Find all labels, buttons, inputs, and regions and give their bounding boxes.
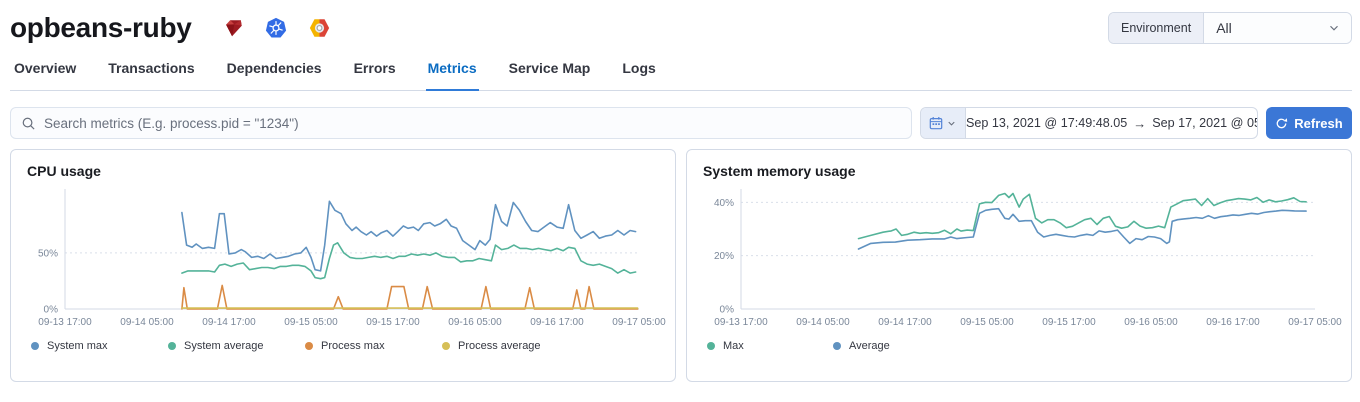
legend-label: Process average [458,340,541,352]
search-input[interactable] [44,115,901,131]
series-system-average [181,241,637,280]
x-axis-tick-label: 09-14 17:00 [202,317,256,328]
environment-select: Environment All [1108,12,1352,44]
memory-usage-panel: System memory usage 0% 20% 40% 09-13 17:00 0… [686,149,1352,382]
legend-label: Max [723,340,744,352]
series-max [857,192,1307,240]
tab-errors[interactable]: Errors [352,58,398,91]
memory-usage-chart[interactable]: 0% 20% 40% 09-13 17:00 09-14 05:00 09-14 17:0… [703,181,1342,331]
page-title: opbeans-ruby [10,12,192,43]
cpu-usage-title: CPU usage [27,163,101,179]
chevron-down-icon [948,121,955,126]
legend-dot [833,342,841,350]
x-axis-tick-label: 09-15 17:00 [366,317,420,328]
y-axis-tick-label: 20% [714,251,734,262]
series-system-max [181,200,637,272]
x-axis-tick-label: 09-13 17:00 [38,317,92,328]
agent-icons [222,17,331,39]
legend-item-system-average[interactable]: System average [168,340,305,352]
date-range-picker: Sep 13, 2021 @ 17:49:48.05 → Sep 17, 202… [920,107,1258,139]
series-average [857,207,1307,250]
x-axis-tick-label: 09-15 05:00 [960,317,1014,328]
date-range-start: Sep 13, 2021 @ 17:49:48.05 [966,116,1128,130]
environment-label: Environment [1109,13,1205,43]
x-axis-tick-label: 09-16 05:00 [1124,317,1178,328]
x-axis-tick-label: 09-17 05:00 [612,317,666,328]
tab-bar: Overview Transactions Dependencies Error… [10,58,1352,91]
x-axis-tick-label: 09-14 05:00 [796,317,850,328]
cpu-usage-chart[interactable]: 0% 50% 09-13 17:00 09-14 05:00 09-14 17:00 09… [27,181,666,331]
search-box [10,107,912,139]
service-header: opbeans-ruby [10,0,1352,44]
legend-item-max[interactable]: Max [707,340,833,352]
y-axis-tick-label: 0% [720,305,735,316]
x-axis-tick-label: 09-16 17:00 [1206,317,1260,328]
x-axis-tick-label: 09-14 17:00 [878,317,932,328]
legend-dot [442,342,450,350]
date-quick-select-button[interactable] [921,108,966,138]
tab-overview[interactable]: Overview [12,58,78,91]
legend-dot [168,342,176,350]
tab-logs[interactable]: Logs [620,58,657,91]
x-axis-tick-label: 09-17 05:00 [1288,317,1342,328]
chart-panels: CPU usage 0% 50% 09-13 17:00 09-14 05:00 09-… [10,149,1352,382]
cpu-usage-legend: System max System average Process max Proce… [27,340,659,352]
x-axis-tick-label: 09-15 17:00 [1042,317,1096,328]
google-cloud-icon [309,19,329,37]
toolbar: Sep 13, 2021 @ 17:49:48.05 → Sep 17, 202… [10,107,1352,139]
refresh-button[interactable]: Refresh [1266,107,1352,139]
arrow-right-icon: → [1133,115,1147,131]
legend-label: Average [849,340,890,352]
apm-metrics-page: opbeans-ruby [10,0,1352,382]
tab-metrics[interactable]: Metrics [425,58,479,91]
environment-value-select[interactable]: All [1204,13,1351,43]
tab-transactions[interactable]: Transactions [106,58,196,91]
legend-item-system-max[interactable]: System max [31,340,168,352]
x-axis-tick-label: 09-14 05:00 [120,317,174,328]
legend-label: System max [47,340,108,352]
refresh-icon [1276,117,1288,128]
date-range-value[interactable]: Sep 13, 2021 @ 17:49:48.05 → Sep 17, 202… [966,108,1257,138]
x-axis-tick-label: 09-16 05:00 [448,317,502,328]
legend-dot [305,342,313,350]
legend-item-process-max[interactable]: Process max [305,340,442,352]
legend-dot [707,342,715,350]
series-process-max [181,284,639,310]
tab-dependencies[interactable]: Dependencies [225,58,324,91]
memory-usage-legend: Max Average [703,340,1335,352]
y-axis-tick-label: 50% [38,248,58,259]
legend-label: Process max [321,340,385,352]
legend-label: System average [184,340,264,352]
legend-item-process-average[interactable]: Process average [442,340,579,352]
kubernetes-icon [265,17,286,38]
environment-selected-value: All [1216,20,1232,36]
tab-service-map[interactable]: Service Map [507,58,593,91]
memory-usage-title: System memory usage [703,163,856,179]
x-axis-tick-label: 09-16 17:00 [530,317,584,328]
x-axis-tick-label: 09-15 05:00 [284,317,338,328]
cpu-usage-panel: CPU usage 0% 50% 09-13 17:00 09-14 05:00 09-… [10,149,676,382]
chevron-down-icon [1330,25,1338,31]
calendar-icon [929,117,943,130]
y-axis-tick-label: 0% [44,305,59,316]
legend-dot [31,342,39,350]
refresh-button-label: Refresh [1294,115,1343,131]
date-range-end: Sep 17, 2021 @ 05:00:00.00 [1152,116,1257,130]
y-axis-tick-label: 40% [714,198,734,209]
search-icon [22,117,35,130]
x-axis-tick-label: 09-13 17:00 [714,317,768,328]
legend-item-average[interactable]: Average [833,340,959,352]
ruby-icon [225,20,242,37]
